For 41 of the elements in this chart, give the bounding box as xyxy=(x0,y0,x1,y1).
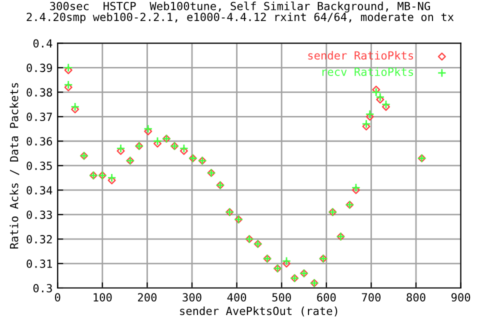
x-tick-label: 200 xyxy=(138,293,157,302)
y-tick-label: 0.32 xyxy=(26,235,52,244)
legend-label: recv RatioPkts xyxy=(322,67,414,76)
x-axis-title: sender AvePktsOut (rate) xyxy=(180,306,338,316)
point xyxy=(144,124,153,134)
x-tick-label: 400 xyxy=(227,293,246,302)
y-tick-label: 0.36 xyxy=(26,137,52,146)
y-tick-label: 0.38 xyxy=(26,88,52,97)
y-tick-label: 0.3 xyxy=(33,284,52,292)
x-tick-label: 900 xyxy=(451,293,470,302)
y-tick-label: 0.31 xyxy=(26,260,52,268)
x-tick-label: 300 xyxy=(182,293,202,302)
y-tick-label: 0.33 xyxy=(26,210,52,219)
y-tick-label: 0.35 xyxy=(26,162,52,170)
y-tick-label: 0.39 xyxy=(26,64,52,72)
chart-title: 300sec HSTCP Web100tune, Self Similar Background, MB-NG 2.4.20smp web100-2.2.1, e1000-4.4.12 rxint 64/64, moderate on tx xyxy=(26,2,454,24)
y-axis-title: Ratio Acks / Data Packets xyxy=(10,83,20,248)
point xyxy=(153,136,162,146)
x-tick-label: 100 xyxy=(94,293,112,302)
point xyxy=(372,88,381,97)
point xyxy=(64,80,73,90)
y-tick-label: 0.34 xyxy=(26,186,52,194)
legend-label: sender RatioPkts xyxy=(308,51,414,60)
point xyxy=(116,144,126,153)
point xyxy=(351,183,360,192)
x-tick-label: 700 xyxy=(362,293,381,302)
x-tick-label: 800 xyxy=(406,293,426,302)
point xyxy=(381,100,390,109)
point xyxy=(365,110,374,119)
point xyxy=(70,102,80,112)
x-tick-label: 0 xyxy=(54,293,60,302)
point xyxy=(376,92,385,102)
point xyxy=(107,173,116,182)
x-tick-label: 600 xyxy=(317,293,336,302)
point xyxy=(179,144,188,153)
point xyxy=(362,119,371,128)
x-tick-label: 500 xyxy=(272,293,291,302)
point xyxy=(64,63,73,72)
y-tick-label: 0.37 xyxy=(26,112,52,122)
y-tick-label: 0.4 xyxy=(33,39,52,48)
point xyxy=(282,256,292,266)
